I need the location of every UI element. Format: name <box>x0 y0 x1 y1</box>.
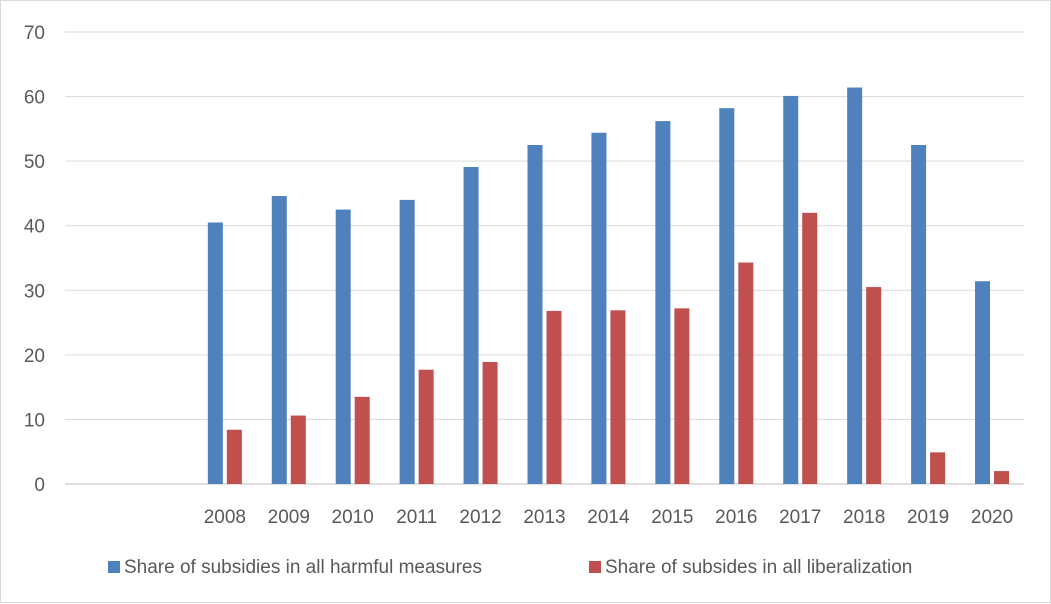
x-tick-label: 2015 <box>651 507 693 528</box>
x-tick-label: 2012 <box>459 507 501 528</box>
x-tick-label: 2013 <box>523 507 565 528</box>
x-tick-label: 2017 <box>779 507 821 528</box>
bar-series-1 <box>591 133 606 484</box>
bar-series-2 <box>994 471 1009 484</box>
bar-series-1 <box>272 196 287 484</box>
legend-swatch-series-2 <box>589 561 601 573</box>
bar-series-1 <box>655 121 670 484</box>
bar-series-1 <box>719 108 734 484</box>
bar-series-1 <box>783 96 798 484</box>
bar-series-2 <box>738 263 753 484</box>
bar-series-1 <box>975 281 990 484</box>
y-tick-label: 20 <box>24 346 45 367</box>
bar-series-1 <box>847 88 862 484</box>
bar-series-1 <box>528 145 543 484</box>
legend: Share of subsidies in all harmful measur… <box>108 557 912 578</box>
bar-series-2 <box>674 308 689 484</box>
x-tick-label: 2016 <box>715 507 757 528</box>
y-tick-label: 0 <box>34 475 45 496</box>
bar-series-1 <box>911 145 926 484</box>
bar-series-2 <box>227 430 242 484</box>
y-tick-label: 60 <box>24 88 45 109</box>
bar-series-2 <box>930 452 945 484</box>
y-tick-label: 30 <box>24 281 45 302</box>
legend-label-series-1: Share of subsidies in all harmful measur… <box>124 557 482 578</box>
bar-series-1 <box>336 210 351 484</box>
y-tick-label: 40 <box>24 217 45 238</box>
x-tick-label: 2020 <box>971 507 1013 528</box>
x-tick-label: 2008 <box>204 507 246 528</box>
bar-series-2 <box>291 416 306 484</box>
bar-series-2 <box>866 287 881 484</box>
bar-series-2 <box>419 370 434 484</box>
x-tick-label: 2018 <box>843 507 885 528</box>
legend-label-series-2: Share of subsides in all liberalization <box>605 557 912 578</box>
bar-series-2 <box>355 397 370 484</box>
y-tick-label: 50 <box>24 152 45 173</box>
x-tick-label: 2019 <box>907 507 949 528</box>
bar-series-1 <box>400 200 415 484</box>
bar-series-1 <box>464 167 479 484</box>
bar-series-2 <box>483 362 498 484</box>
x-tick-label: 2011 <box>396 507 437 528</box>
x-tick-label: 2010 <box>332 507 374 528</box>
x-axis-ticks: 2008 2009 2010 2011 2012 2013 2014 2015 2016 2017… <box>204 507 1013 528</box>
bar-series-2 <box>547 311 562 484</box>
y-axis-ticks: 0 10 20 30 40 50 60 70 <box>24 23 45 496</box>
bar-series-2 <box>610 310 625 484</box>
y-tick-label: 10 <box>24 410 45 431</box>
x-tick-label: 2014 <box>587 507 630 528</box>
bar-series-1 <box>208 222 223 484</box>
x-tick-label: 2009 <box>268 507 310 528</box>
y-tick-label: 70 <box>24 23 45 44</box>
legend-swatch-series-1 <box>108 561 120 573</box>
bar-series-2 <box>802 213 817 484</box>
bars <box>208 88 1009 484</box>
